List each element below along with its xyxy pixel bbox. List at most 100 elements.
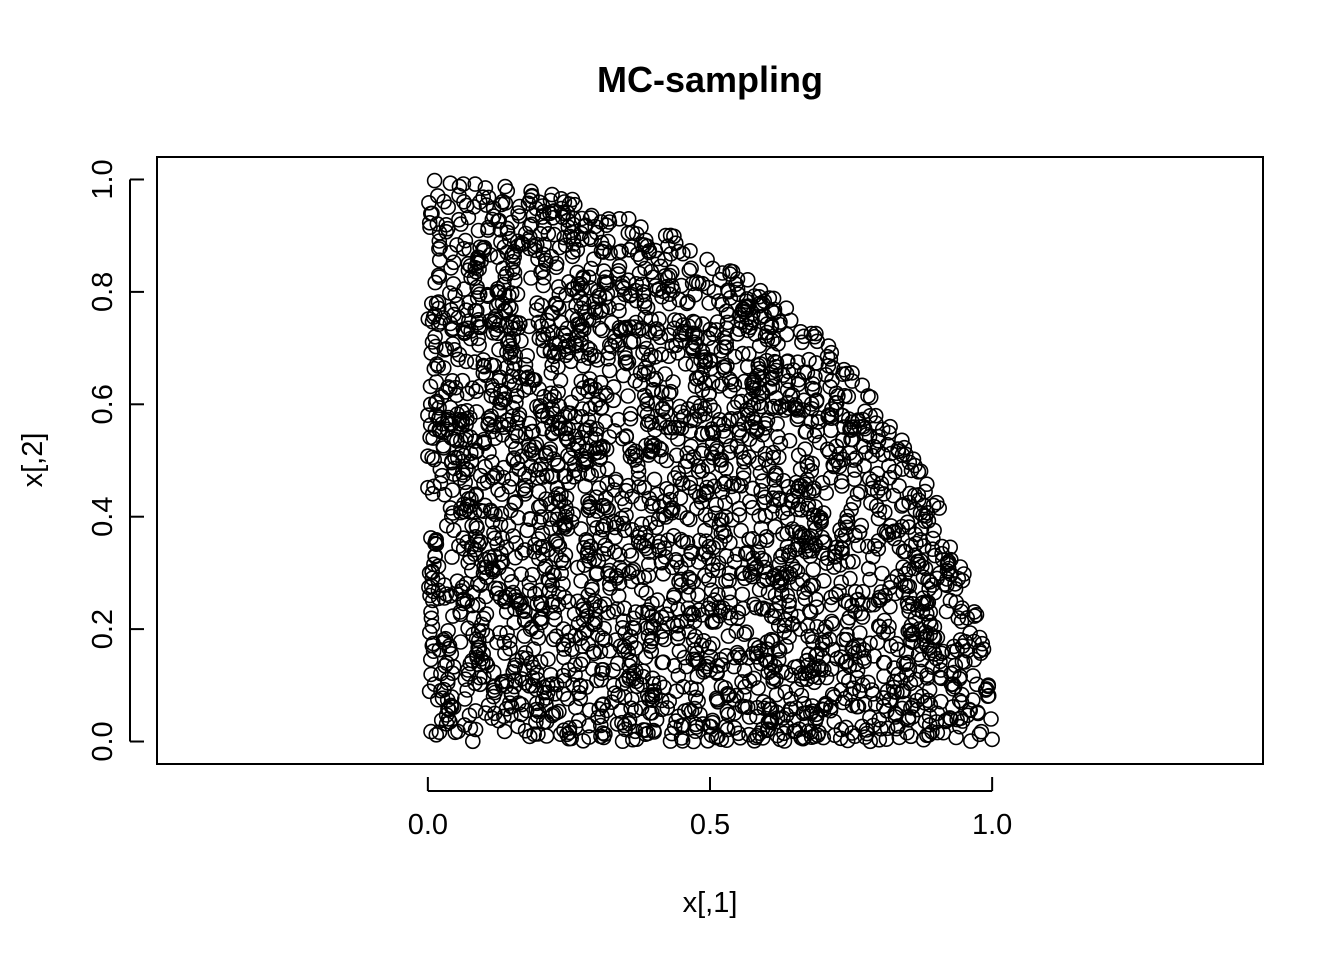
data-point — [770, 652, 787, 668]
data-point — [440, 622, 456, 639]
data-point — [847, 462, 863, 478]
data-point — [874, 421, 891, 438]
data-point — [621, 670, 638, 687]
data-point — [582, 400, 598, 417]
data-point — [809, 618, 825, 635]
data-point — [719, 357, 735, 374]
data-point — [741, 449, 757, 465]
data-point — [835, 366, 851, 383]
data-point — [636, 387, 653, 404]
data-point — [819, 441, 836, 458]
data-point — [914, 558, 930, 575]
data-point — [668, 713, 684, 729]
data-point — [642, 637, 658, 654]
data-point — [427, 548, 443, 565]
data-point — [826, 727, 843, 744]
data-point — [493, 416, 509, 433]
data-point — [780, 372, 797, 389]
data-point — [556, 205, 572, 222]
data-point — [708, 496, 725, 513]
data-point — [918, 595, 935, 611]
data-point — [477, 705, 494, 721]
data-point — [922, 574, 938, 590]
data-point — [751, 725, 768, 742]
data-point — [635, 663, 651, 680]
data-point — [806, 328, 823, 345]
data-point — [536, 236, 552, 253]
data-point — [464, 733, 481, 750]
data-point — [695, 716, 711, 732]
data-point — [698, 484, 715, 501]
data-point — [710, 728, 726, 745]
data-point — [589, 352, 606, 368]
data-point — [519, 371, 535, 387]
data-point — [506, 495, 523, 511]
data-point — [702, 596, 719, 612]
data-point — [643, 643, 660, 660]
data-point — [501, 478, 518, 495]
data-point — [421, 215, 438, 231]
data-point — [487, 705, 503, 722]
data-point — [544, 186, 560, 203]
data-point — [427, 421, 444, 438]
data-point — [715, 416, 732, 433]
data-point — [694, 275, 711, 292]
data-point — [655, 565, 672, 582]
data-point — [542, 511, 559, 527]
data-point — [899, 595, 916, 611]
data-point — [719, 314, 736, 331]
data-point — [476, 431, 492, 448]
data-point — [527, 242, 544, 259]
data-point — [903, 462, 920, 479]
data-point — [658, 419, 675, 436]
data-point — [771, 595, 788, 611]
data-point — [551, 286, 568, 303]
data-point — [630, 470, 647, 487]
data-point — [542, 342, 559, 358]
data-point — [543, 365, 560, 381]
data-point — [460, 554, 477, 571]
data-point — [498, 603, 515, 620]
data-point — [882, 579, 898, 596]
data-point — [710, 562, 727, 579]
data-point — [557, 425, 574, 442]
data-point — [844, 365, 860, 381]
data-point — [628, 226, 645, 242]
data-point — [833, 527, 850, 544]
data-point — [719, 703, 736, 720]
data-point — [601, 429, 618, 445]
data-point — [636, 297, 653, 314]
data-point — [712, 534, 729, 550]
data-point — [581, 729, 597, 745]
data-point — [467, 433, 483, 450]
data-point — [424, 485, 441, 502]
data-point — [439, 220, 456, 237]
data-point — [891, 729, 908, 746]
data-point — [704, 636, 721, 652]
data-point — [460, 620, 476, 637]
data-point — [815, 572, 832, 589]
data-point — [504, 471, 520, 487]
data-point — [733, 428, 750, 444]
data-point — [886, 673, 903, 690]
data-point — [747, 729, 764, 746]
data-point — [862, 389, 879, 406]
data-point — [492, 222, 509, 238]
data-point — [484, 513, 501, 530]
data-point — [632, 364, 649, 381]
data-point — [708, 322, 725, 338]
data-point — [522, 621, 539, 638]
data-point — [482, 502, 499, 519]
data-point — [780, 363, 797, 380]
data-point — [727, 348, 743, 365]
data-point — [575, 652, 591, 668]
data-point — [895, 559, 912, 575]
data-point — [599, 475, 616, 492]
data-point — [728, 623, 745, 640]
data-point — [593, 728, 609, 745]
data-point — [932, 693, 949, 710]
data-point — [716, 339, 732, 355]
data-point — [443, 430, 460, 446]
data-point — [468, 383, 484, 400]
data-point — [862, 733, 879, 750]
